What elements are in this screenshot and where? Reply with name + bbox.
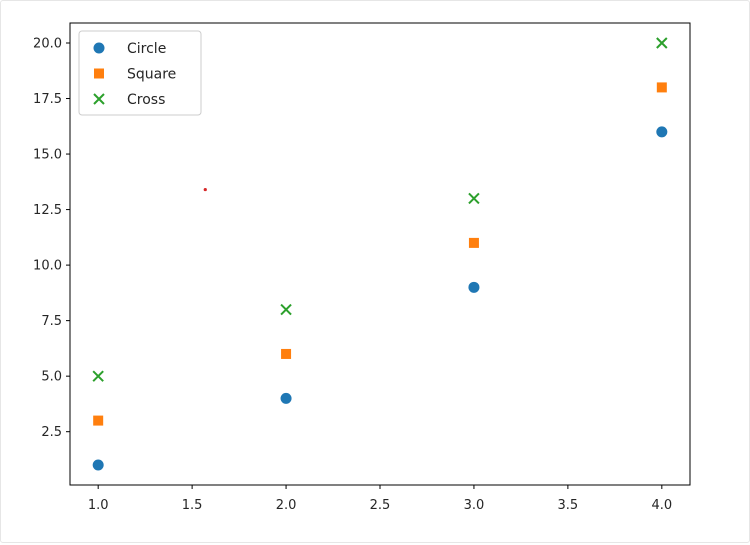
y-tick-label: 15.0 bbox=[33, 148, 62, 163]
cross-point bbox=[92, 370, 104, 382]
y-tick-label: 7.5 bbox=[41, 314, 62, 329]
x-tick-label: 1.5 bbox=[182, 498, 203, 513]
y-tick-label: 17.5 bbox=[33, 92, 62, 107]
x-tick-label: 3.0 bbox=[464, 498, 485, 513]
data-markers bbox=[92, 37, 668, 471]
circle-point bbox=[656, 126, 668, 138]
x-tick-label: 2.0 bbox=[276, 498, 297, 513]
x-tick-label: 2.5 bbox=[370, 498, 391, 513]
y-tick-label: 10.0 bbox=[33, 259, 62, 274]
y-tick-label: 5.0 bbox=[41, 370, 62, 385]
circle-point bbox=[92, 459, 104, 471]
legend-square-label: Square bbox=[127, 67, 176, 83]
axes-frame bbox=[69, 22, 691, 486]
annotation-dot bbox=[203, 187, 207, 192]
legend-cross-label: Cross bbox=[127, 92, 165, 108]
legend-circle-label: Circle bbox=[127, 41, 166, 57]
cross-point bbox=[656, 37, 668, 49]
legend: Circle Square Cross bbox=[78, 30, 202, 116]
square-point bbox=[468, 237, 479, 248]
square-point bbox=[281, 348, 292, 359]
cross-point bbox=[280, 303, 292, 316]
y-tick-label: 20.0 bbox=[33, 36, 62, 51]
x-tick-label: 3.5 bbox=[558, 498, 579, 513]
circle-point bbox=[280, 392, 292, 404]
circle-point bbox=[468, 281, 480, 293]
legend-box bbox=[78, 30, 202, 116]
square-point bbox=[93, 415, 104, 426]
square-point bbox=[656, 82, 667, 93]
y-tick-label: 12.5 bbox=[33, 203, 62, 218]
legend-circle-marker bbox=[93, 42, 105, 54]
legend-cross-marker bbox=[93, 93, 105, 105]
legend-square-marker bbox=[94, 68, 104, 79]
x-tick-label: 1.0 bbox=[88, 498, 109, 513]
y-tick-label: 2.5 bbox=[41, 425, 62, 440]
cross-point bbox=[468, 192, 480, 205]
axes: 1.0 1.5 2.0 2.5 3.0 3.5 4.0 2.5 5.0 7.5 10.0 12.5 15… bbox=[33, 36, 672, 513]
x-tick-label: 4.0 bbox=[651, 498, 672, 513]
